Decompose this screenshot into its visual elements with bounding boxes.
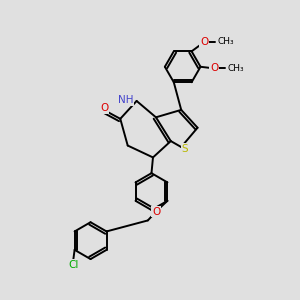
Text: CH₃: CH₃	[227, 64, 244, 73]
Text: Cl: Cl	[68, 260, 78, 270]
Text: NH: NH	[118, 95, 134, 105]
Text: O: O	[200, 37, 208, 46]
Text: O: O	[210, 63, 218, 73]
Text: O: O	[100, 103, 108, 113]
Text: O: O	[152, 206, 160, 217]
Text: CH₃: CH₃	[217, 37, 234, 46]
Text: S: S	[182, 143, 188, 154]
